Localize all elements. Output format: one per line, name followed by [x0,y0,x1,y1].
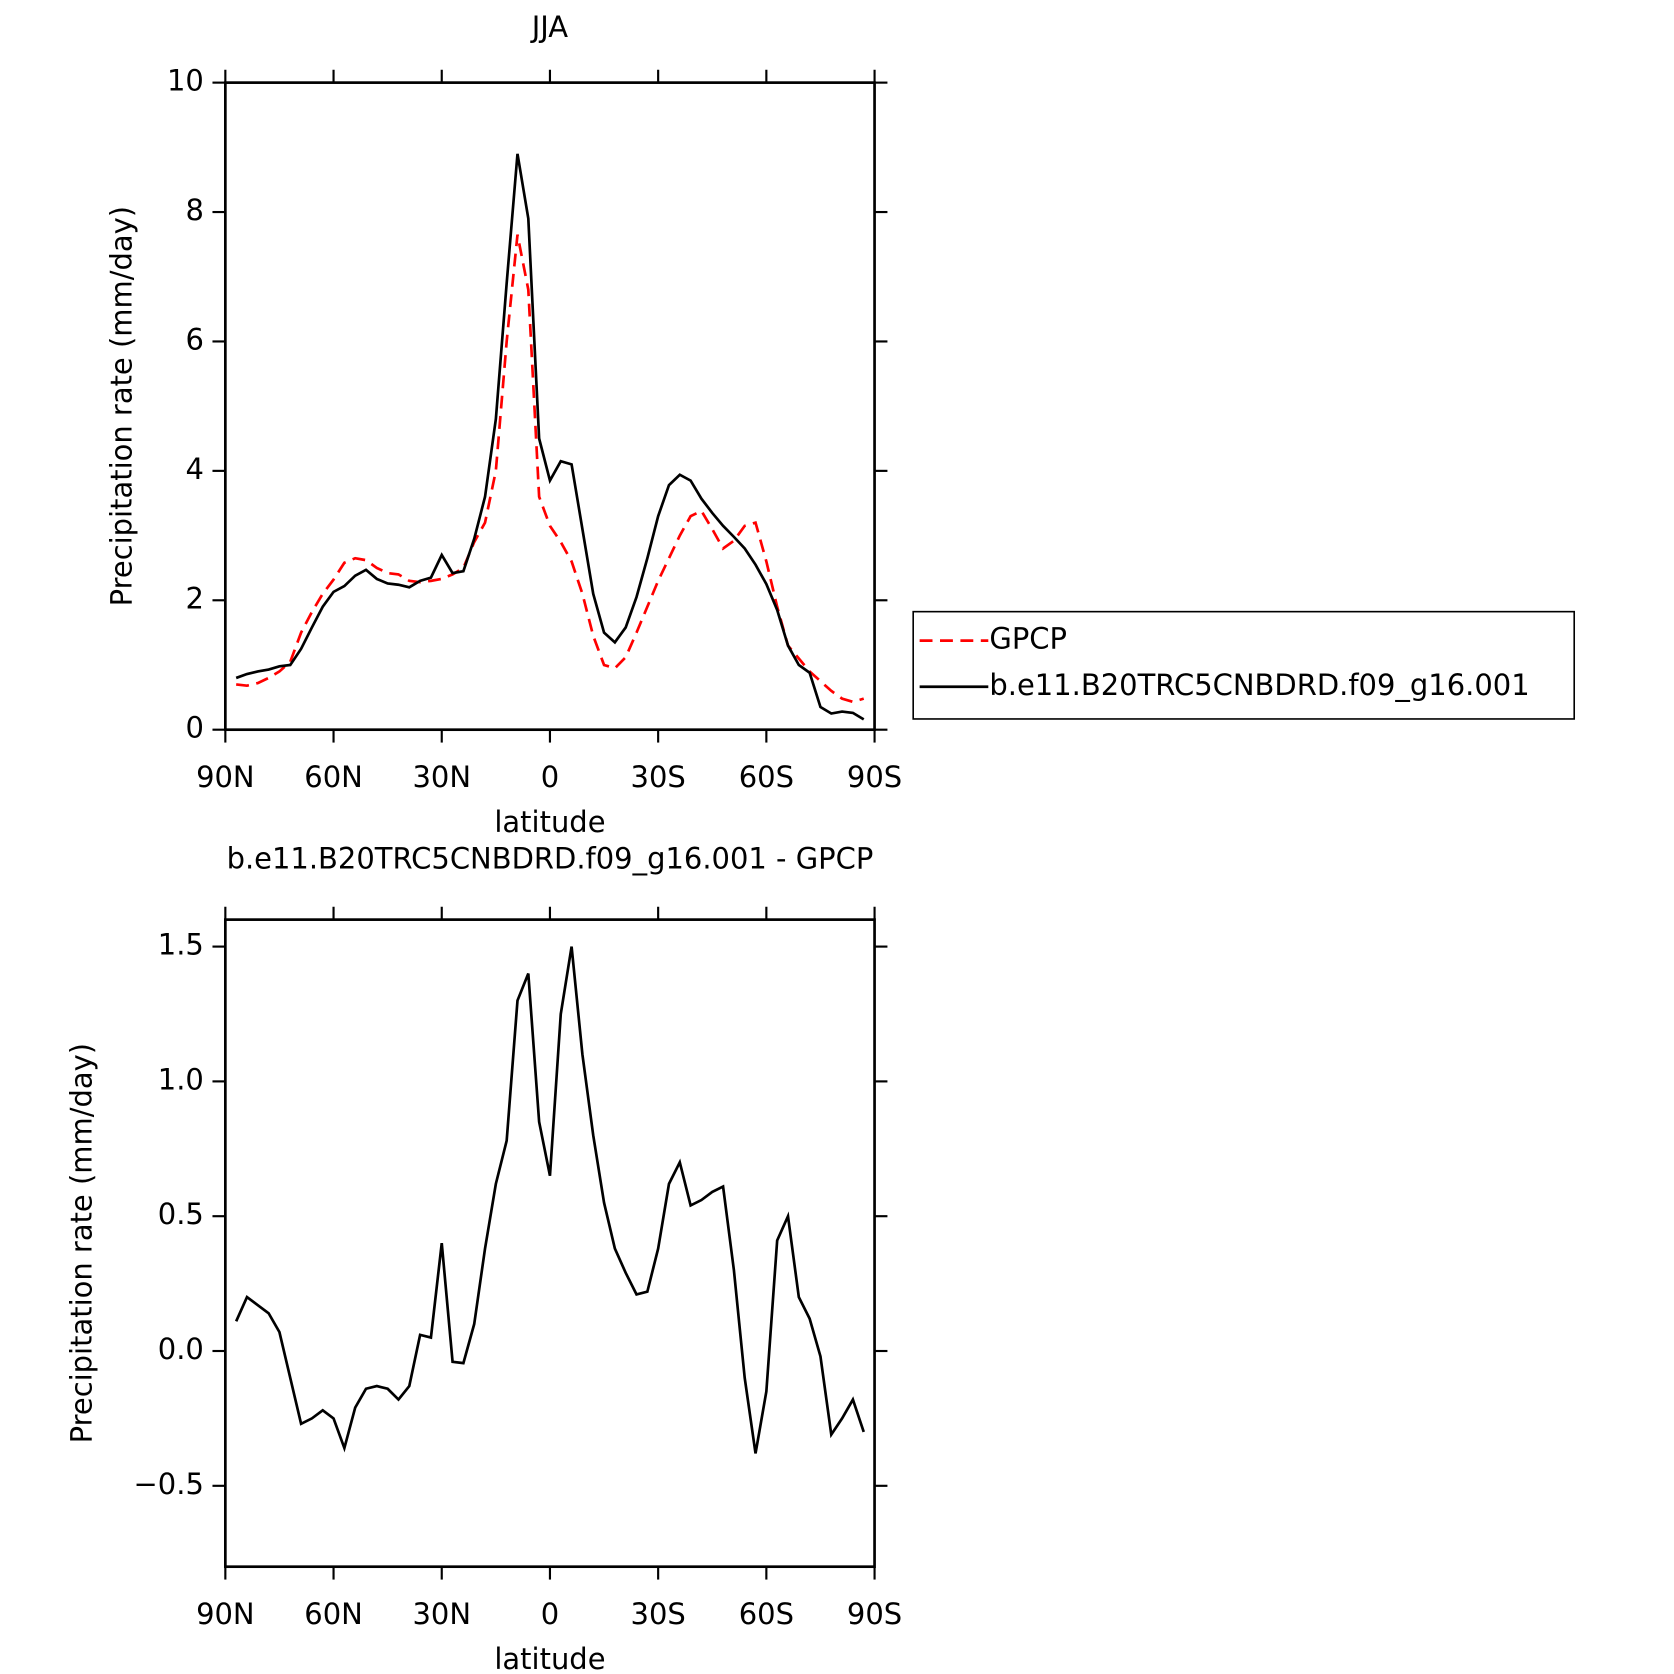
x-tick-label: 30S [631,760,686,794]
x-tick-label: 90S [847,1597,902,1631]
chart-title: JJA [530,10,569,44]
x-tick-label: 90N [196,760,255,794]
y-tick-label: 6 [185,322,203,356]
y-tick-label: 8 [185,193,203,227]
plot-frame [224,918,876,1569]
x-axis-label: latitude [494,805,605,839]
x-tick-label: 90S [847,760,902,794]
series-line [236,234,865,704]
x-tick-label: 60S [739,1597,794,1631]
legend-label: GPCP [989,622,1067,656]
series-line [234,946,866,1454]
x-tick-label: 30N [412,760,471,794]
x-tick-label: 30N [412,1597,471,1631]
legend-label: b.e11.B20TRC5CNBDRD.f09_g16.001 [989,668,1529,702]
x-tick-label: 30S [631,1597,686,1631]
x-tick-label: 0 [541,1597,559,1631]
x-tick-label: 90N [196,1597,255,1631]
y-tick-label: 4 [185,452,203,486]
series-line [235,153,865,721]
y-tick-label: 0 [185,711,203,745]
x-axis-label: latitude [494,1642,605,1674]
y-axis-label: Precipitation rate (mm/day) [65,1043,99,1443]
y-tick-label: 1.0 [158,1062,204,1096]
plot-frame [224,81,876,732]
y-axis-label: Precipitation rate (mm/day) [104,206,138,606]
legend-box [912,610,1576,720]
x-tick-label: 60N [304,760,363,794]
x-tick-label: 60S [739,760,794,794]
x-tick-label: 0 [541,760,559,794]
y-tick-label: 1.5 [158,928,204,962]
y-tick-label: 0.0 [158,1332,204,1366]
y-tick-label: 10 [167,64,204,98]
y-tick-label: 0.5 [158,1197,204,1231]
y-tick-label: 2 [185,581,203,615]
chart-title: b.e11.B20TRC5CNBDRD.f09_g16.001 - GPCP [227,842,874,876]
x-tick-label: 60N [304,1597,363,1631]
y-tick-label: −0.5 [134,1467,204,1501]
